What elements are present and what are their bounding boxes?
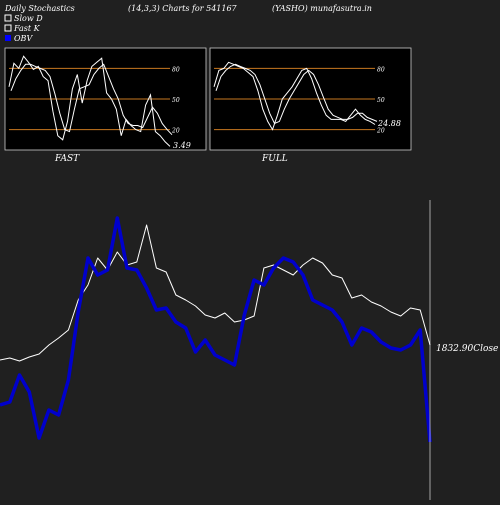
fast-panel-title: FAST	[54, 154, 80, 164]
full-series-slow-d	[215, 63, 378, 125]
price-series-close	[0, 224, 431, 362]
full-level-label-50: 50	[377, 97, 385, 104]
full-last-value: 24.88	[377, 119, 401, 128]
full-level-label-20: 20	[376, 128, 385, 135]
price-obv-series	[0, 216, 432, 443]
fast-level-label-80: 80	[172, 66, 180, 73]
legend-item-fast-k: Fast K	[4, 24, 41, 33]
fast-last-value: 3.49	[173, 141, 191, 150]
legend-swatch-slow-d	[4, 14, 12, 22]
legend-label-fast-k: Fast K	[13, 24, 41, 33]
legend-swatch-obv	[5, 35, 11, 41]
fast-level-label-20: 20	[171, 128, 180, 135]
full-level-lines: 20 50 80	[214, 66, 385, 135]
fast-series-slow-d	[10, 63, 173, 136]
legend: Slow D Fast K OBV	[4, 14, 43, 43]
price-obv-chart: 1832.90Close	[0, 200, 498, 500]
legend-item-obv: OBV	[5, 34, 33, 43]
fast-series-fast-k	[8, 55, 171, 147]
legend-item-slow-d: Slow D	[4, 14, 43, 23]
full-series-fast-k	[213, 61, 376, 131]
fast-series-lines	[8, 55, 173, 147]
full-series-lines	[213, 61, 378, 131]
chart-title: Daily Stochastics	[4, 4, 75, 13]
fast-level-label-50: 50	[172, 97, 180, 104]
full-level-label-80: 80	[377, 66, 385, 73]
chart-symbol: (YASHO) munafasutra.in	[272, 4, 372, 13]
full-stochastic-panel: 20 50 80 24.88 FULL	[209, 47, 412, 164]
close-value-label: 1832.90Close	[436, 344, 498, 354]
legend-swatch-fast-k	[4, 24, 12, 32]
legend-label-slow-d: Slow D	[14, 14, 43, 23]
fast-level-lines: 20 50 80	[9, 66, 180, 135]
legend-label-obv: OBV	[14, 34, 33, 43]
fast-stochastic-panel: 20 50 80 3.49 FAST	[4, 47, 207, 164]
full-panel-title: FULL	[261, 154, 288, 164]
chart-params: (14,3,3) Charts for 541167	[128, 4, 238, 13]
price-series-obv	[0, 216, 432, 443]
